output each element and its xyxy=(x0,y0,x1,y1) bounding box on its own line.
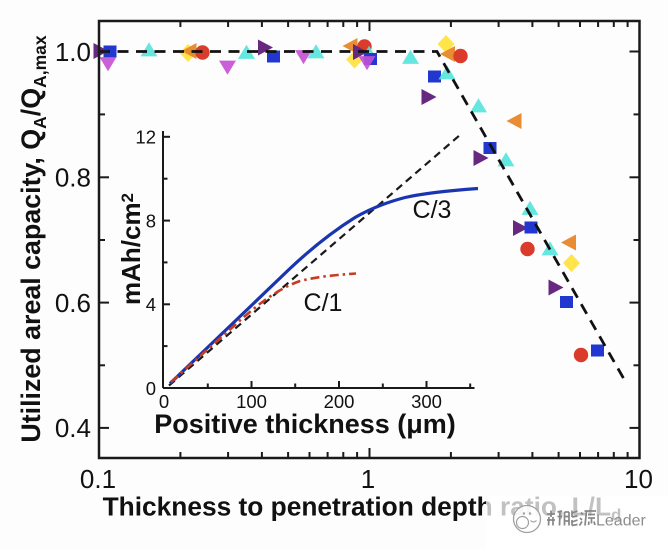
svg-text:0.8: 0.8 xyxy=(55,163,91,193)
svg-text:0.4: 0.4 xyxy=(55,413,91,443)
svg-text:1.0: 1.0 xyxy=(55,37,91,67)
svg-text:300: 300 xyxy=(411,391,442,412)
svg-text:0.6: 0.6 xyxy=(55,288,91,318)
svg-text:mAh/cm2: mAh/cm2 xyxy=(116,193,146,305)
svg-text:100: 100 xyxy=(236,391,267,412)
svg-text:C/3: C/3 xyxy=(413,196,452,224)
svg-text:0.1: 0.1 xyxy=(80,464,116,494)
svg-text:4: 4 xyxy=(146,294,156,315)
svg-text:C/1: C/1 xyxy=(304,289,343,317)
svg-text:8: 8 xyxy=(146,210,156,231)
svg-text:12: 12 xyxy=(135,127,156,148)
svg-text:1: 1 xyxy=(361,464,375,494)
svg-text:0: 0 xyxy=(146,378,156,399)
svg-text:Utilized areal capacity, QA/QA: Utilized areal capacity, QA/QA,max xyxy=(16,35,50,442)
svg-text:0: 0 xyxy=(159,391,169,412)
svg-text:Positive thickness (μm): Positive thickness (μm) xyxy=(154,409,456,439)
svg-text:10: 10 xyxy=(624,464,653,494)
svg-text:200: 200 xyxy=(324,391,355,412)
svg-text:Leader: Leader xyxy=(596,513,646,530)
